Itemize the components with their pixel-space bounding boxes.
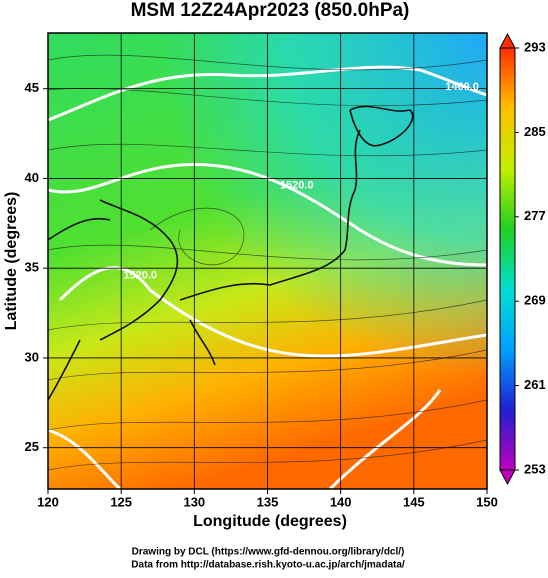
contour-label: 1460.0 (445, 81, 479, 93)
coastline (189, 319, 216, 366)
grid (48, 33, 487, 489)
contour (48, 65, 487, 122)
footer: Drawing by DCL (https://www.gfd-dennou.o… (132, 547, 405, 558)
x-tick-label: 135 (257, 494, 279, 509)
footer: Data from http://database.rish.kyoto-u.a… (131, 560, 405, 571)
annotations: 1460.0 1520.0 1520.0 (123, 81, 479, 282)
colorbar-tick-label: 261 (524, 377, 546, 392)
colorbar-tick-label: 269 (524, 293, 546, 308)
y-tick-label: 35 (25, 260, 39, 275)
y-axis-label: Latitude (degrees) (3, 192, 20, 331)
contour (328, 389, 442, 489)
contour-label: 1520.0 (280, 180, 314, 192)
contour (48, 428, 122, 489)
coastline (48, 217, 111, 241)
coastline (99, 199, 179, 341)
x-tick-label: 120 (37, 494, 59, 509)
y-tick-label: 25 (25, 439, 39, 454)
x-axis-label: Longitude (degrees) (193, 513, 347, 530)
contour-label: 1520.0 (123, 269, 157, 281)
y-tick-label: 40 (25, 170, 39, 185)
coastline (179, 129, 361, 301)
chart-title: MSM 12Z24Apr2023 (850.0hPa) (131, 0, 410, 21)
x-tick-label: 150 (476, 494, 498, 509)
colorbar-tick-label: 277 (524, 208, 546, 223)
x-tick-label: 130 (183, 494, 205, 509)
x-tick-label: 140 (330, 494, 352, 509)
y-tick-label: 30 (25, 349, 39, 364)
colorbar-tick-label: 285 (524, 124, 546, 139)
colorbar-tick-label: 253 (524, 461, 546, 476)
coastline (349, 105, 414, 147)
x-tick-label: 145 (403, 494, 425, 509)
colorbar-extension (499, 469, 516, 486)
colorbar (499, 47, 516, 471)
x-tick-label: 125 (110, 494, 132, 509)
colorbar-tick-label: 293 (524, 39, 546, 54)
y-tick-label: 45 (25, 80, 39, 95)
map-field: 1460.0 1520.0 1520.0 (48, 33, 487, 489)
coastline (48, 339, 81, 401)
colorbar-extension (499, 32, 516, 49)
coastlines (48, 105, 414, 401)
